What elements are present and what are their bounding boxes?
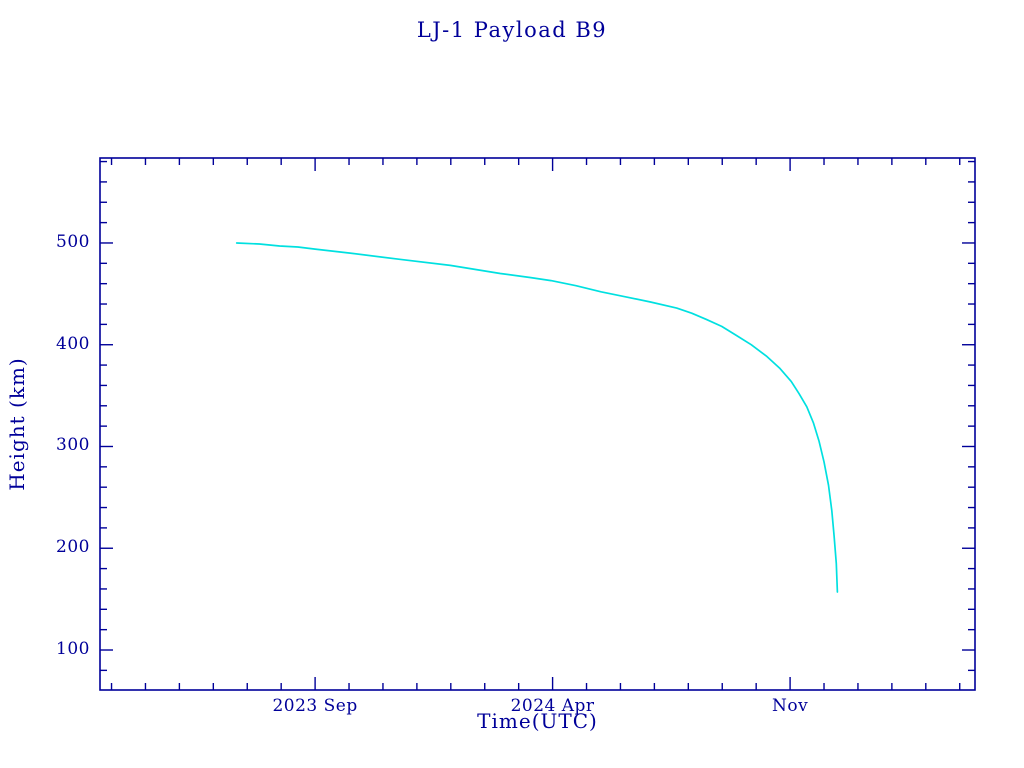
x-axis-label: Time(UTC) bbox=[477, 709, 598, 733]
y-tick-label: 500 bbox=[56, 231, 90, 252]
x-tick-label: Nov bbox=[771, 696, 809, 716]
x-tick-label: 2024 Apr bbox=[510, 696, 595, 716]
y-tick-label: 100 bbox=[56, 639, 90, 659]
y-tick-label: 200 bbox=[56, 537, 90, 558]
y-tick-label: 400 bbox=[56, 333, 90, 354]
y-tick-label: 300 bbox=[56, 435, 90, 456]
x-tick-label: 2023 Sep bbox=[272, 696, 358, 716]
height-series-line bbox=[235, 242, 839, 593]
chart-title: LJ-1 Payload B9 bbox=[416, 18, 608, 42]
plot-border bbox=[99, 157, 976, 691]
